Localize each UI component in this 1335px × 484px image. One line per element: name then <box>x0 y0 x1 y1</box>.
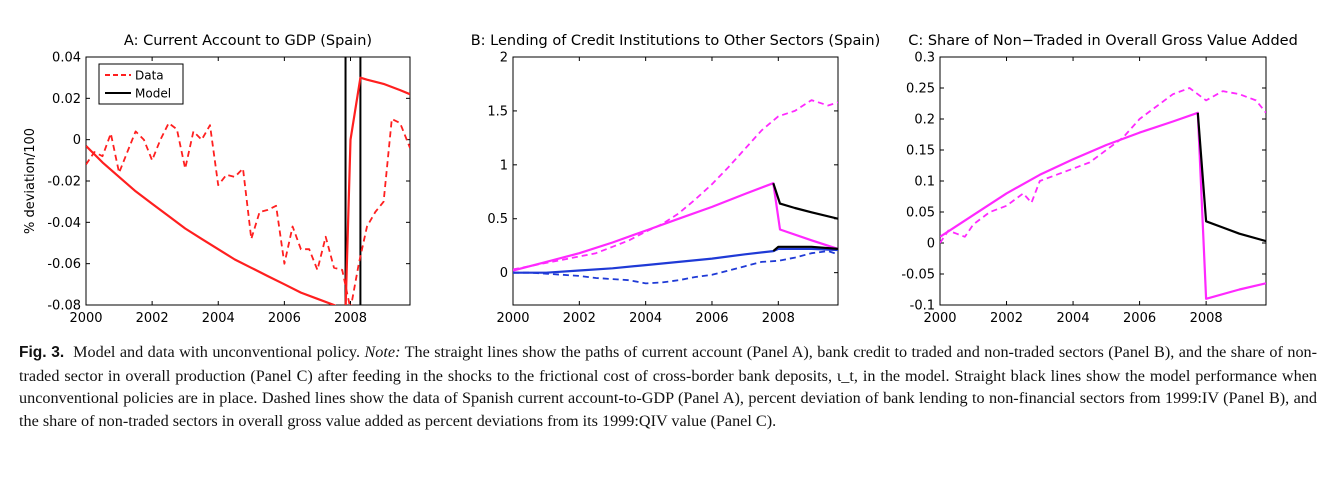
chart-canvas: A: Current Account to GDP (Spain)2000 200… <box>23 33 1298 325</box>
panel-b-ytick-label: 1 <box>500 158 508 173</box>
panel-b-series-blue-solid-5 <box>513 247 838 274</box>
panel-a-series-red-solid-2 <box>86 76 410 305</box>
panel-c-xtick-label: 2000 <box>923 311 956 325</box>
panel-c-series-black-solid-3 <box>1196 112 1266 243</box>
panel-a-legend-label-model: Model <box>135 87 171 101</box>
panel-c-series-magenta-solid-2 <box>940 111 1266 300</box>
panel-c-ytick-label: 0.25 <box>906 82 935 97</box>
panel-c-ytick-label: 0.1 <box>914 175 935 190</box>
panel-a-ytick-label: -0.08 <box>47 299 81 314</box>
panel-c-ytick-label: -0.05 <box>901 268 935 283</box>
panel-b-xtick-label: 2002 <box>563 311 596 325</box>
panel-a-xtick-label: 2002 <box>136 311 169 325</box>
figure: A: Current Account to GDP (Spain) 2000 200… <box>23 33 1298 325</box>
panel-c-series-magenta-dashed-1 <box>940 87 1266 244</box>
panel-c-ytick-label: -0.1 <box>910 299 935 314</box>
caption-title: Model and data with unconventional polic… <box>73 343 361 361</box>
panel-c-xtick-label: 2008 <box>1190 311 1223 325</box>
figure-caption: Fig. 3. Model and data with unconvention… <box>19 341 1317 432</box>
panel-b-series-magenta-solid-2 <box>513 182 838 272</box>
panel-c-xtick-label: 2006 <box>1123 311 1156 325</box>
panel-c-xtick-label: 2004 <box>1057 311 1090 325</box>
panel-c-ytick-label: 0.05 <box>906 206 935 221</box>
panel-a-ytick-label: 0.02 <box>52 92 81 107</box>
panel-b-series-black-solid-3 <box>772 182 838 220</box>
panel-a-ytick-label: -0.06 <box>47 257 81 272</box>
panel-a-legend-box <box>98 63 184 105</box>
panel-b-xtick-label: 2000 <box>496 311 529 325</box>
caption-note-label: Note: <box>364 343 401 361</box>
panel-b-xtick-label: 2008 <box>762 311 795 325</box>
panel-c-ytick-label: 0.2 <box>914 113 935 128</box>
panel-a-title: A: Current Account to GDP (Spain) <box>124 33 372 49</box>
panel-b-ytick-label: 2 <box>500 51 508 66</box>
panel-b-ytick-label: 0 <box>500 266 508 281</box>
panel-b-series-black-solid-6 <box>772 245 838 252</box>
panel-a-ytick-label: 0 <box>73 133 81 148</box>
caption-note: The straight lines show the paths of cur… <box>19 343 1318 430</box>
panel-a-xtick-label: 2008 <box>334 311 367 325</box>
panel-a-ytick-label: -0.04 <box>47 216 81 231</box>
panel-c-title: C: Share of Non−Traded in Overall Gross … <box>908 33 1298 49</box>
panel-a-xtick-label: 2000 <box>69 311 102 325</box>
panel-a-xtick-label: 2004 <box>202 311 235 325</box>
panel-c-ytick-label: 0 <box>927 237 935 252</box>
panel-b-series-magenta-dashed-1 <box>513 99 838 271</box>
panel-b-ytick-label: 1.5 <box>487 104 508 119</box>
panel-a-xtick-label: 2006 <box>268 311 301 325</box>
panel-a-legend-label-data: Data <box>135 69 164 83</box>
panel-b-series-blue-dashed-4 <box>513 250 838 285</box>
panel-b-xtick-label: 2004 <box>629 311 662 325</box>
panel-a-ylabel: % deviation/100 <box>23 128 38 234</box>
panel-a-series-red-dashed-1 <box>86 118 410 305</box>
panel-b-xtick-label: 2006 <box>695 311 728 325</box>
panel-b-ytick-label: 0.5 <box>487 212 508 227</box>
panel-c-ytick-label: 0.3 <box>914 51 935 66</box>
panel-c-xtick-label: 2002 <box>990 311 1023 325</box>
panel-c-ytick-label: 0.15 <box>906 144 935 159</box>
panel-a-ytick-label: -0.02 <box>47 175 81 190</box>
caption-label: Fig. 3. <box>19 344 65 361</box>
panel-b-title: B: Lending of Credit Institutions to Oth… <box>471 33 881 49</box>
panel-b-axes-frame <box>512 56 839 306</box>
panel-a-ytick-label: 0.04 <box>52 51 81 66</box>
